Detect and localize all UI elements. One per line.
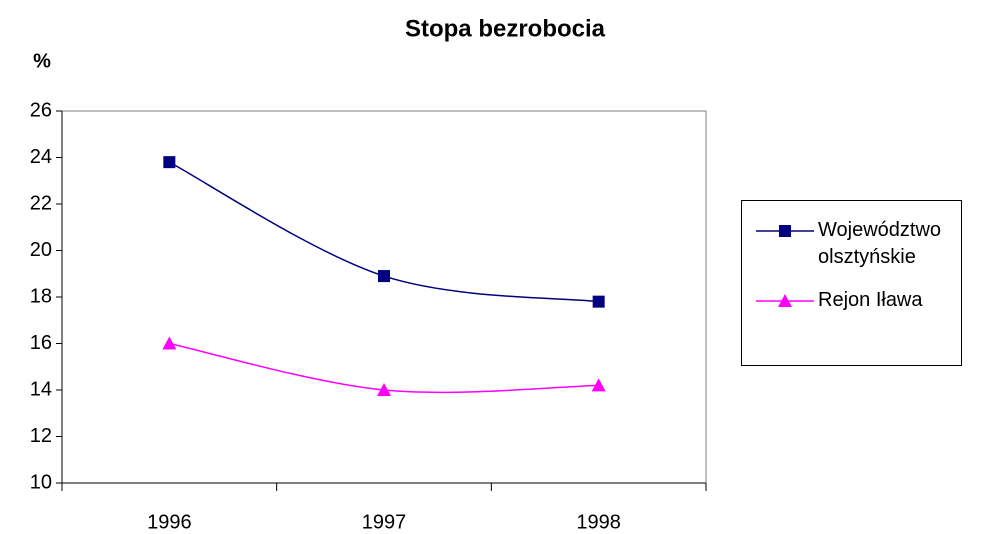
y-axis-label: % (33, 50, 51, 72)
x-tick-label: 1996 (147, 511, 192, 533)
y-tick-label: 20 (30, 239, 52, 261)
marker (162, 336, 177, 350)
legend-swatch (756, 225, 814, 237)
y-tick-label: 24 (30, 146, 52, 168)
legend-swatch (756, 294, 814, 307)
x-tick-label: 1998 (576, 511, 621, 533)
marker (378, 270, 390, 283)
x-tick-label: 1997 (362, 511, 407, 533)
legend: Województwo olsztyńskie Rejon Iława (741, 200, 962, 366)
y-tick-label: 12 (30, 425, 52, 447)
marker (778, 294, 792, 307)
marker (779, 225, 791, 237)
legend-item: Województwo olsztyńskie (742, 217, 958, 271)
chart-title: Stopa bezrobocia (405, 15, 606, 42)
plot-frame (61, 110, 707, 484)
y-tick-label: 10 (30, 471, 52, 493)
legend-label: Województwo olsztyńskie (818, 219, 942, 268)
y-tick-label: 18 (30, 285, 52, 307)
marker (591, 378, 606, 392)
marker (163, 156, 176, 169)
y-tick-label: 22 (30, 192, 52, 214)
y-tick-label: 14 (30, 378, 52, 400)
y-tick-label: 16 (30, 332, 52, 354)
marker (377, 383, 391, 396)
legend-label: Rejon Iława (818, 289, 923, 311)
y-tick-label: 26 (30, 99, 52, 121)
legend-item: Rejon Iława (742, 287, 958, 314)
marker (592, 295, 605, 308)
